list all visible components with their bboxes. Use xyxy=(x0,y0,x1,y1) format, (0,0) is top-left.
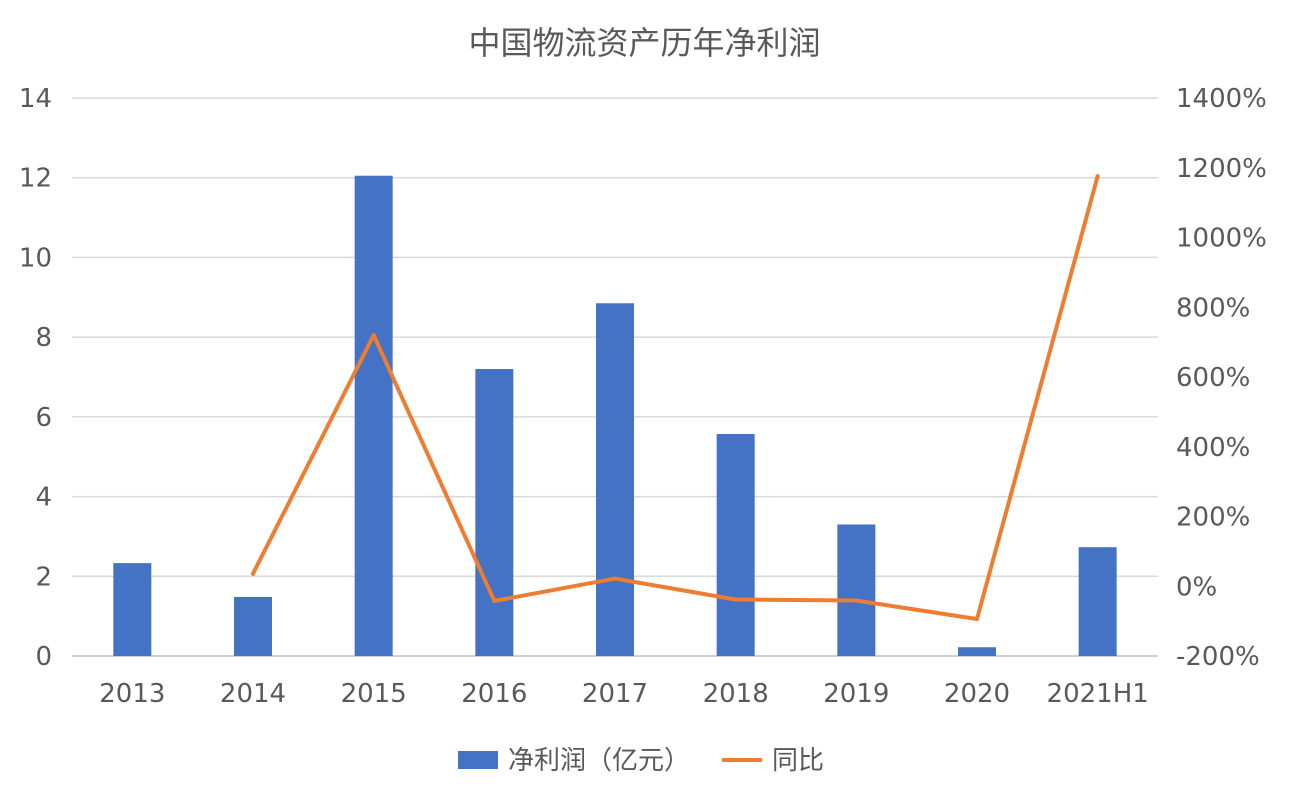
bar xyxy=(354,175,393,656)
y-right-tick-label: -200% xyxy=(1176,642,1260,672)
y-left-tick-label: 0 xyxy=(35,642,52,672)
legend-label-bar: 净利润（亿元） xyxy=(508,746,690,776)
x-tick-label: 2021H1 xyxy=(1047,679,1149,709)
bar xyxy=(837,524,876,656)
yoy-point xyxy=(371,333,376,338)
y-left-tick-label: 8 xyxy=(35,323,52,353)
x-tick-label: 2014 xyxy=(220,679,286,709)
bar xyxy=(113,563,152,656)
y-right-tick-label: 400% xyxy=(1176,433,1250,463)
y-right-tick-label: 1000% xyxy=(1176,224,1267,254)
y-right-tick-label: 0% xyxy=(1176,572,1217,602)
bar xyxy=(958,647,996,656)
y-left-tick-label: 10 xyxy=(19,243,52,273)
yoy-point xyxy=(492,598,497,603)
bar xyxy=(475,369,514,656)
x-tick-label: 2015 xyxy=(341,679,407,709)
yoy-point xyxy=(854,598,859,603)
y-left-tick-label: 14 xyxy=(19,84,52,114)
y-right-tick-label: 600% xyxy=(1176,363,1250,393)
legend-swatch-bar xyxy=(458,751,498,769)
y-right-tick-label: 800% xyxy=(1176,293,1250,323)
y-right-tick-label: 1400% xyxy=(1176,84,1267,114)
bar xyxy=(1078,547,1117,656)
x-tick-label: 2020 xyxy=(944,679,1010,709)
yoy-line xyxy=(251,174,1100,622)
y-left-tick-label: 4 xyxy=(35,483,52,513)
y-right-tick-label: 1200% xyxy=(1176,154,1267,184)
x-tick-label: 2013 xyxy=(99,679,165,709)
yoy-point xyxy=(975,617,979,622)
chart-title: 中国物流资产历年净利润 xyxy=(468,24,821,62)
bar xyxy=(716,433,755,656)
yoy-point xyxy=(251,571,255,576)
y-left-tick-label: 6 xyxy=(35,403,52,433)
yoy-point xyxy=(613,576,617,581)
yoy-point xyxy=(733,597,738,602)
bar xyxy=(234,597,272,656)
x-tick-label: 2018 xyxy=(703,679,769,709)
x-tick-label: 2019 xyxy=(823,679,889,709)
y-left-tick-label: 2 xyxy=(35,562,52,592)
bar xyxy=(596,303,634,656)
x-tick-label: 2016 xyxy=(461,679,527,709)
legend-label-line: 同比 xyxy=(772,746,824,776)
yoy-point xyxy=(1095,174,1100,179)
x-tick-label: 2017 xyxy=(582,679,648,709)
y-left-tick-label: 12 xyxy=(19,164,52,194)
y-right-tick-label: 200% xyxy=(1176,503,1250,533)
